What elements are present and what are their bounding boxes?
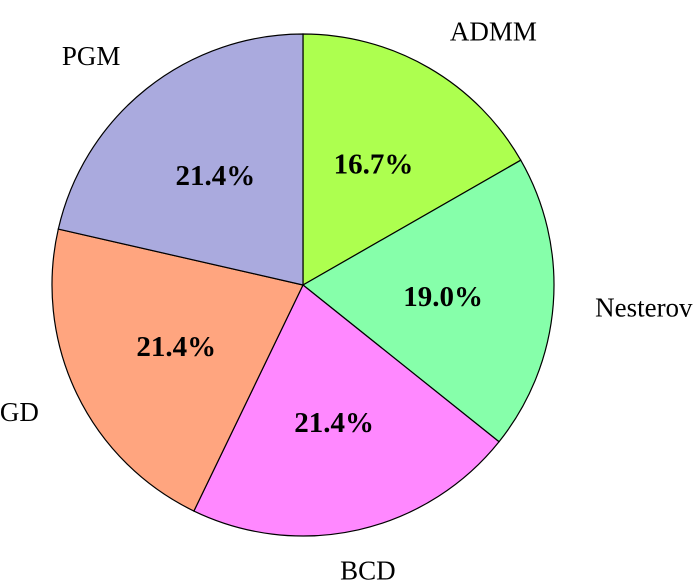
pie-slices — [51, 33, 555, 537]
pie-slice-nesterov — [301, 159, 555, 443]
pie-slice-pgm — [57, 33, 304, 286]
slice-percent-label-gd: 21.4% — [136, 331, 216, 363]
slice-category-label-gd: GD — [0, 397, 39, 427]
category-labels: ADMM Nesterov BCD GD PGM — [0, 17, 693, 581]
slice-percent-label-pgm: 21.4% — [176, 160, 256, 192]
slice-percent-label-bcd: 21.4% — [294, 407, 374, 439]
slice-percent-label-nesterov: 19.0% — [403, 281, 483, 313]
percentage-labels: 16.7% 19.0% 21.4% 21.4% 21.4% — [136, 148, 483, 439]
slice-category-label-pgm: PGM — [62, 41, 121, 71]
slice-category-label-nesterov: Nesterov — [595, 293, 693, 323]
pie-slice-admm — [302, 33, 522, 287]
slice-percent-label-admm: 16.7% — [334, 148, 414, 180]
slice-category-label-bcd: BCD — [340, 556, 396, 581]
pie-slice-gd — [51, 228, 304, 512]
pie-slice-bcd — [193, 284, 500, 537]
slice-category-label-admm: ADMM — [450, 17, 537, 47]
